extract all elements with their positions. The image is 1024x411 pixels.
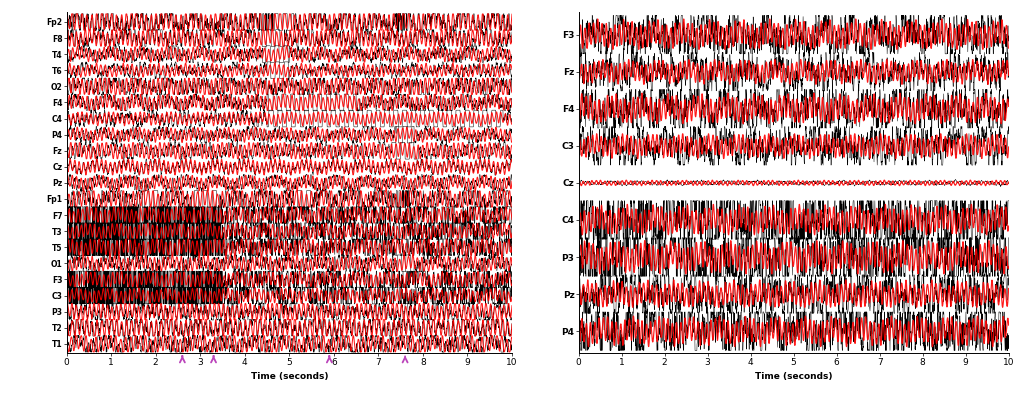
X-axis label: Time (seconds): Time (seconds) — [755, 372, 833, 381]
X-axis label: Time (seconds): Time (seconds) — [251, 372, 328, 381]
